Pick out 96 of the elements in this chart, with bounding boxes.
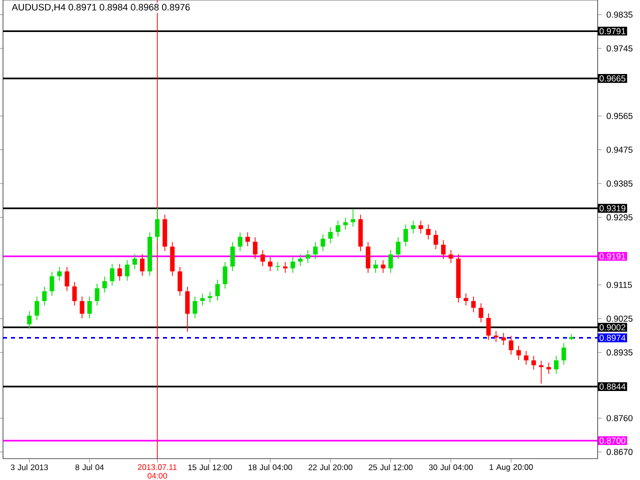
candlestick [192, 296, 198, 319]
y-tick-label: 0.8935 [606, 349, 633, 356]
candlestick [494, 330, 498, 342]
candlestick [554, 355, 559, 374]
candlestick [328, 227, 333, 244]
candlestick [464, 293, 468, 306]
candlestick [222, 262, 228, 290]
candlestick [508, 336, 514, 356]
y-tick-label: 0.9115 [606, 282, 632, 288]
candlestick [546, 362, 551, 374]
ref-line-label: 0.8844 [600, 384, 626, 390]
candlestick [124, 260, 130, 282]
x-tick-label: 1 Aug 20:00 [490, 464, 533, 472]
ref-line-label: 0.9191 [600, 253, 626, 260]
candlestick [410, 220, 416, 234]
candlestick [185, 286, 190, 332]
candlestick [215, 279, 220, 302]
candlestick [238, 232, 242, 252]
candlestick [336, 220, 340, 237]
y-tick-label: 0.9475 [606, 146, 633, 153]
y-tick-label: 0.9565 [606, 112, 633, 120]
candlestick [208, 291, 212, 303]
chart-title: AUDUSD,H4 0.8971 0.8984 0.8968 0.8976 [12, 4, 190, 12]
candlestick [538, 360, 544, 384]
candlestick [252, 236, 258, 260]
candlestick [373, 260, 378, 274]
candlestick [155, 208, 160, 242]
candlestick [313, 242, 318, 260]
x-tick-label: 18 Jul 04:00 [248, 464, 292, 470]
candlestick [200, 293, 205, 306]
candlestick [110, 263, 114, 286]
candlestick [87, 296, 92, 319]
candlestick [178, 266, 182, 296]
candlestick [80, 296, 84, 319]
candlestick [306, 250, 310, 264]
y-tick-label: 0.9835 [606, 12, 633, 18]
candlestick [388, 250, 393, 274]
candlestick [524, 350, 528, 366]
candlestick [132, 254, 137, 270]
candlestick [34, 296, 40, 321]
candlestick [501, 332, 506, 346]
candlestick [531, 355, 536, 370]
candlestick [562, 342, 566, 366]
candlestick [50, 271, 54, 296]
ref-line-label: 0.9319 [600, 205, 626, 212]
candlestick [260, 250, 265, 267]
x-tick-label: 30 Jul 04:00 [428, 464, 473, 470]
candlestick [298, 254, 303, 267]
candlestick [57, 266, 62, 282]
candlestick [434, 230, 438, 250]
candlestick [441, 240, 446, 260]
y-tick-label: 0.8670 [606, 448, 633, 455]
candlestick [290, 256, 296, 274]
candlestick [94, 283, 100, 306]
y-tick-label: 0.9385 [606, 180, 633, 187]
y-tick-label: 0.9025 [606, 316, 633, 322]
candlestick [380, 260, 386, 274]
y-tick-label: 0.9295 [606, 214, 633, 220]
candlestick [64, 266, 70, 292]
candlestick [471, 296, 476, 313]
ref-line-label: 0.8974 [600, 334, 626, 341]
candlestick [27, 310, 32, 330]
x-tick-label: 8 Jul 04 [75, 464, 104, 470]
candlestick [366, 242, 370, 274]
candlestick [418, 220, 424, 234]
candlestick [268, 256, 272, 272]
candlestick [117, 263, 122, 282]
candlestick [102, 276, 107, 294]
candlestick [478, 302, 484, 323]
ref-line-label: 0.8700 [600, 438, 626, 444]
candlestick [403, 224, 408, 247]
candlestick [320, 234, 326, 252]
candlestick [42, 286, 47, 306]
x-tick-label: 22 Jul 20:00 [308, 464, 352, 470]
candlestick [275, 262, 280, 272]
candlestick [140, 254, 145, 276]
candlestick [486, 313, 491, 340]
candlestick [230, 242, 235, 272]
ref-line-label: 0.9665 [600, 75, 626, 82]
candlestick [448, 250, 454, 264]
candlestick [516, 345, 521, 360]
candlestick [350, 208, 356, 228]
candlestick [426, 224, 431, 240]
candlestick [283, 262, 288, 274]
candlestick [396, 236, 400, 260]
candlestick [343, 217, 348, 230]
ref-line-label: 0.9791 [600, 28, 626, 34]
x-tick-label: 3 Jul 2013 [10, 464, 48, 470]
candlestick [72, 281, 77, 306]
ref-line-label: 0.9002 [600, 324, 626, 330]
x-tick-label: 2013.07.11 04:00 [138, 464, 177, 479]
x-tick-label: 25 Jul 12:00 [368, 464, 413, 470]
y-tick-label: 0.8760 [606, 415, 633, 422]
candlestick [245, 232, 250, 247]
x-tick-label: 15 Jul 12:00 [188, 464, 232, 470]
y-tick-label: 0.9745 [606, 45, 633, 52]
